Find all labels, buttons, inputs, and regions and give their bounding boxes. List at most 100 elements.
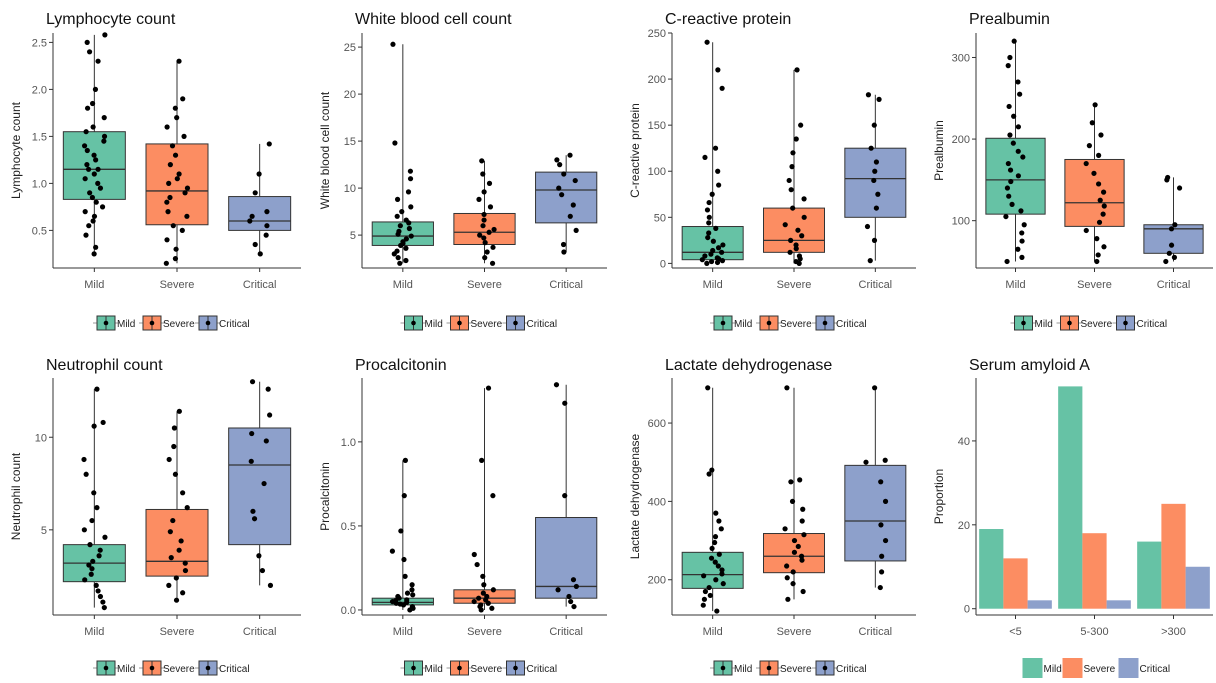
bar-critical xyxy=(1106,600,1131,609)
data-point xyxy=(480,171,486,177)
data-point xyxy=(1083,160,1089,167)
data-point xyxy=(404,590,411,596)
x-tick-label: Critical xyxy=(549,279,583,291)
data-point xyxy=(561,249,567,255)
data-point xyxy=(865,92,872,98)
data-point xyxy=(81,456,87,463)
legend-key-point xyxy=(149,320,155,326)
y-tick-label: 0.5 xyxy=(341,521,356,533)
data-point xyxy=(864,223,871,230)
data-point xyxy=(407,168,414,174)
y-tick-label: 10 xyxy=(35,432,47,444)
data-point xyxy=(102,32,108,38)
legend-key-point xyxy=(766,665,772,671)
data-point xyxy=(718,526,724,532)
bar-mild xyxy=(1058,386,1083,609)
data-point xyxy=(795,227,801,233)
box-critical xyxy=(535,517,598,599)
bar-mild xyxy=(979,529,1004,609)
legend-label: Severe xyxy=(1081,319,1113,330)
data-point xyxy=(166,180,172,186)
data-point xyxy=(1086,143,1092,149)
data-point xyxy=(489,260,496,266)
data-point xyxy=(263,232,269,238)
data-point xyxy=(879,569,885,575)
data-point xyxy=(93,244,99,250)
data-point xyxy=(97,547,103,553)
data-point xyxy=(248,458,254,464)
y-tick-label: 25 xyxy=(344,42,356,54)
data-point xyxy=(490,493,496,499)
data-point xyxy=(790,581,796,587)
data-point xyxy=(90,218,96,224)
y-axis-label: Procalcitonin xyxy=(318,462,332,531)
data-point xyxy=(1003,213,1009,220)
data-point xyxy=(94,505,100,511)
chart-title: Neutrophil count xyxy=(46,357,163,374)
x-tick-label: Severe xyxy=(160,279,195,291)
data-point xyxy=(796,253,803,259)
data-point xyxy=(793,246,799,252)
data-point xyxy=(484,593,490,600)
data-point xyxy=(789,164,795,170)
x-tick-label: Mild xyxy=(84,279,104,291)
x-tick-label: >300 xyxy=(1161,626,1186,638)
data-point xyxy=(706,230,712,236)
x-tick-label: Mild xyxy=(393,279,413,291)
data-point xyxy=(1005,160,1011,167)
legend-label: Mild xyxy=(117,664,135,675)
data-point xyxy=(480,590,486,596)
data-point xyxy=(1096,219,1103,225)
legend-label: Severe xyxy=(471,664,503,675)
data-point xyxy=(799,233,805,239)
y-axis-label: White blood cell count xyxy=(318,91,332,209)
data-point xyxy=(94,386,100,392)
data-point xyxy=(99,204,106,210)
x-tick-label: Severe xyxy=(160,626,195,638)
data-point xyxy=(173,597,180,603)
data-point xyxy=(83,471,89,477)
data-point xyxy=(81,143,88,149)
legend-key-point xyxy=(103,665,109,671)
data-point xyxy=(1017,91,1023,97)
data-point xyxy=(1015,148,1021,154)
data-point xyxy=(167,529,173,535)
data-point xyxy=(872,168,878,174)
data-point xyxy=(800,506,806,512)
data-point xyxy=(704,260,710,266)
data-point xyxy=(719,249,725,255)
data-point xyxy=(182,560,188,566)
data-point xyxy=(180,490,186,496)
data-point xyxy=(404,597,410,603)
x-tick-label: Critical xyxy=(859,626,893,638)
data-point xyxy=(1091,170,1097,176)
data-point xyxy=(1006,193,1012,199)
legend-key-point xyxy=(411,320,416,326)
data-point xyxy=(793,136,799,142)
data-point xyxy=(389,548,396,554)
data-point xyxy=(701,573,707,579)
data-point xyxy=(83,232,89,238)
x-tick-label: Severe xyxy=(1077,279,1112,291)
data-point xyxy=(477,232,483,238)
data-point xyxy=(91,213,98,219)
data-point xyxy=(799,518,805,524)
chart-panel-8: Serum amyloid A Proportion 0 20 40 <5 5-300 >30… xyxy=(932,357,1213,678)
data-point xyxy=(1019,230,1025,236)
data-point xyxy=(390,41,396,47)
data-point xyxy=(397,223,403,229)
bar-severe xyxy=(1161,503,1186,609)
data-point xyxy=(1011,113,1017,119)
bar-critical xyxy=(1185,566,1210,609)
data-point xyxy=(705,385,711,391)
data-point xyxy=(84,105,91,111)
data-point xyxy=(714,255,720,261)
data-point xyxy=(95,180,101,186)
data-point xyxy=(1015,246,1021,252)
legend-key-severe xyxy=(1062,658,1083,678)
data-point xyxy=(408,233,414,239)
legend-label: Severe xyxy=(471,319,503,330)
y-tick-label: 100 xyxy=(648,166,666,178)
data-point xyxy=(178,538,184,544)
data-point xyxy=(84,39,90,46)
